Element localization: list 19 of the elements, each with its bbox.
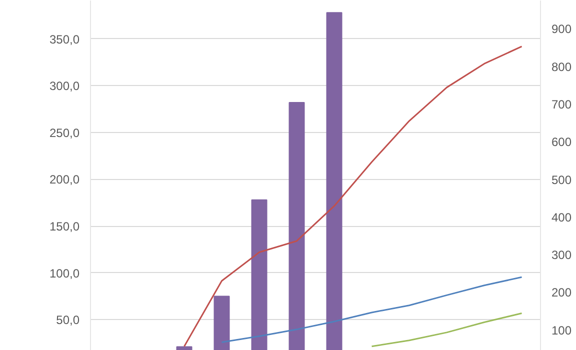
y2-tick-label: 800 — [552, 60, 572, 74]
y2-tick-label: 700 — [552, 97, 572, 112]
y-tick-label: 50,0 — [56, 313, 80, 328]
line-series — [184, 46, 522, 348]
y-tick-label: 250,0 — [49, 126, 80, 140]
y2-tick-label: 900 — [552, 22, 572, 36]
y-tick-label: 300,0 — [49, 79, 80, 94]
y2-tick-label: 600 — [552, 135, 572, 150]
y-tick-label: 200,0 — [49, 172, 80, 187]
y-tick-label: 150,0 — [49, 220, 80, 234]
y2-tick-label: 500 — [552, 172, 572, 187]
line-series — [221, 276, 522, 343]
y2-tick-label: 100 — [552, 323, 572, 338]
y-tick-label: 100,0 — [49, 266, 80, 280]
y2-tick-label: 300 — [552, 248, 572, 262]
y2-tick-label: 400 — [552, 210, 572, 224]
y2-tick-label: 200 — [552, 286, 572, 300]
line-series — [371, 312, 522, 348]
y-tick-label: 350,0 — [49, 32, 80, 46]
